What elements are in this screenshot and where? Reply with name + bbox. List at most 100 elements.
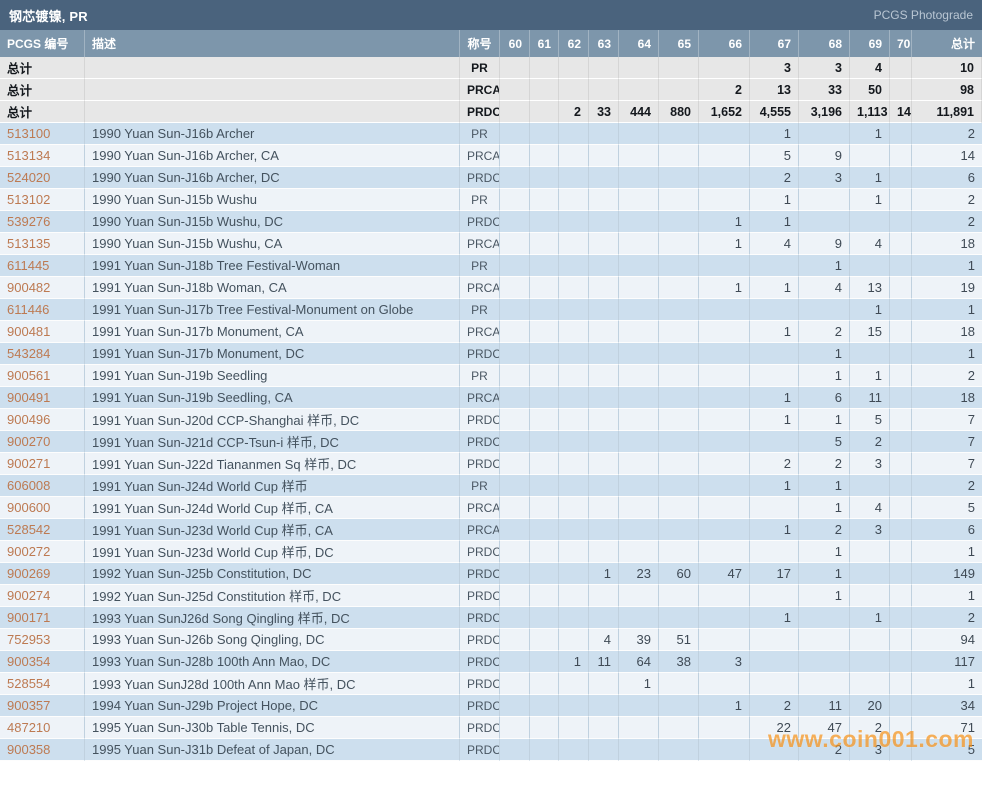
grade-61-cell [530, 629, 559, 651]
grade-63-cell [589, 321, 619, 343]
grade-65-cell [659, 431, 699, 453]
grade-60-cell [500, 629, 530, 651]
grade-64-cell: 23 [619, 563, 659, 585]
pcgs-number-link[interactable]: 524020 [0, 167, 85, 189]
table-row: 611445 1991 Yuan Sun-J18b Tree Festival-W… [0, 255, 982, 277]
grade-60-cell [500, 343, 530, 365]
grade-62-cell [559, 673, 589, 695]
summary-label: 总计 [0, 57, 85, 79]
total-cell: 18 [912, 321, 982, 343]
pcgs-number-link[interactable]: 900358 [0, 739, 85, 761]
pcgs-number-link[interactable]: 900274 [0, 585, 85, 607]
grade-63-cell: 33 [589, 101, 619, 123]
grade-66-cell [699, 607, 750, 629]
pcgs-number-link[interactable]: 900491 [0, 387, 85, 409]
pcgs-number-link[interactable]: 487210 [0, 717, 85, 739]
grade-63-cell [589, 607, 619, 629]
grade-61-cell [530, 57, 559, 79]
table-row: 528554 1993 Yuan SunJ28d 100th Ann Mao 样币… [0, 673, 982, 695]
pcgs-number-link[interactable]: 900269 [0, 563, 85, 585]
grade-61-cell [530, 233, 559, 255]
grade-64-cell [619, 167, 659, 189]
pcgs-number-link[interactable]: 900354 [0, 651, 85, 673]
grade-65-cell [659, 145, 699, 167]
grade-64-cell: 1 [619, 673, 659, 695]
pcgs-number-link[interactable]: 900271 [0, 453, 85, 475]
grade-70-cell [890, 541, 912, 563]
pcgs-number-link[interactable]: 539276 [0, 211, 85, 233]
grade-65-cell [659, 57, 699, 79]
pcgs-number-link[interactable]: 900600 [0, 497, 85, 519]
grade-65-cell [659, 167, 699, 189]
grade-66-cell [699, 717, 750, 739]
grade-68-cell [799, 651, 850, 673]
grade-66-cell [699, 431, 750, 453]
pcgs-number-link[interactable]: 513134 [0, 145, 85, 167]
grade-68-cell [799, 123, 850, 145]
grade-66-cell [699, 497, 750, 519]
grade-62-cell [559, 343, 589, 365]
grade-66-cell [699, 123, 750, 145]
pcgs-number-link[interactable]: 528554 [0, 673, 85, 695]
pcgs-number-link[interactable]: 900496 [0, 409, 85, 431]
grade-62-cell [559, 563, 589, 585]
grade-61-cell [530, 123, 559, 145]
grade-70-cell [890, 519, 912, 541]
grade-68-cell: 3,196 [799, 101, 850, 123]
pcgs-number-link[interactable]: 900561 [0, 365, 85, 387]
grade-65-cell [659, 123, 699, 145]
grade-68-cell [799, 673, 850, 695]
pcgs-number-link[interactable]: 543284 [0, 343, 85, 365]
pcgs-number-link[interactable]: 513135 [0, 233, 85, 255]
table-row: 900354 1993 Yuan Sun-J28b 100th Ann Mao, … [0, 651, 982, 673]
grade-63-cell [589, 541, 619, 563]
grade-60-cell [500, 387, 530, 409]
pcgs-number-link[interactable]: 611445 [0, 255, 85, 277]
grade-65-cell [659, 475, 699, 497]
photograde-link[interactable]: PCGS Photograde [873, 8, 973, 22]
grade-69-cell [850, 255, 890, 277]
pcgs-number-link[interactable]: 900357 [0, 695, 85, 717]
description-cell: 1992 Yuan Sun-J25d Constitution 样币, DC [85, 585, 460, 607]
grade-61-cell [530, 343, 559, 365]
grade-67-cell: 1 [750, 519, 799, 541]
grade-68-cell: 2 [799, 519, 850, 541]
pcgs-number-link[interactable]: 900171 [0, 607, 85, 629]
grade-66-cell: 1,652 [699, 101, 750, 123]
grade-65-cell: 880 [659, 101, 699, 123]
grade-65-cell [659, 717, 699, 739]
grade-60-cell [500, 189, 530, 211]
pcgs-number-link[interactable]: 606008 [0, 475, 85, 497]
pcgs-number-link[interactable]: 900272 [0, 541, 85, 563]
grade-70-cell: 14 [890, 101, 912, 123]
grade-60-cell [500, 651, 530, 673]
grade-69-cell: 1 [850, 167, 890, 189]
grade-64-cell [619, 277, 659, 299]
pcgs-number-link[interactable]: 752953 [0, 629, 85, 651]
grade-60-cell [500, 585, 530, 607]
grade-70-cell [890, 321, 912, 343]
grade-62-cell [559, 695, 589, 717]
total-cell: 1 [912, 541, 982, 563]
description-cell: 1990 Yuan Sun-J16b Archer, DC [85, 167, 460, 189]
pcgs-number-link[interactable]: 900270 [0, 431, 85, 453]
grade-70-cell [890, 673, 912, 695]
pcgs-number-link[interactable]: 513102 [0, 189, 85, 211]
grade-69-cell: 15 [850, 321, 890, 343]
total-cell: 7 [912, 453, 982, 475]
pcgs-number-link[interactable]: 528542 [0, 519, 85, 541]
pcgs-number-link[interactable]: 900482 [0, 277, 85, 299]
pcgs-number-link[interactable]: 900481 [0, 321, 85, 343]
grade-64-cell: 39 [619, 629, 659, 651]
grade-69-cell: 3 [850, 519, 890, 541]
description-cell: 1991 Yuan Sun-J23d World Cup 样币, CA [85, 519, 460, 541]
grade-69-cell: 1 [850, 189, 890, 211]
pcgs-number-link[interactable]: 513100 [0, 123, 85, 145]
table-row: 513135 1990 Yuan Sun-J15b Wushu, CA PRCA 1 4… [0, 233, 982, 255]
table-row: 900496 1991 Yuan Sun-J20d CCP-Shanghai 样币… [0, 409, 982, 431]
pcgs-number-link[interactable]: 611446 [0, 299, 85, 321]
total-cell: 2 [912, 365, 982, 387]
grade-63-cell [589, 387, 619, 409]
grade-61-cell [530, 717, 559, 739]
description-cell: 1991 Yuan Sun-J24d World Cup 样币, CA [85, 497, 460, 519]
